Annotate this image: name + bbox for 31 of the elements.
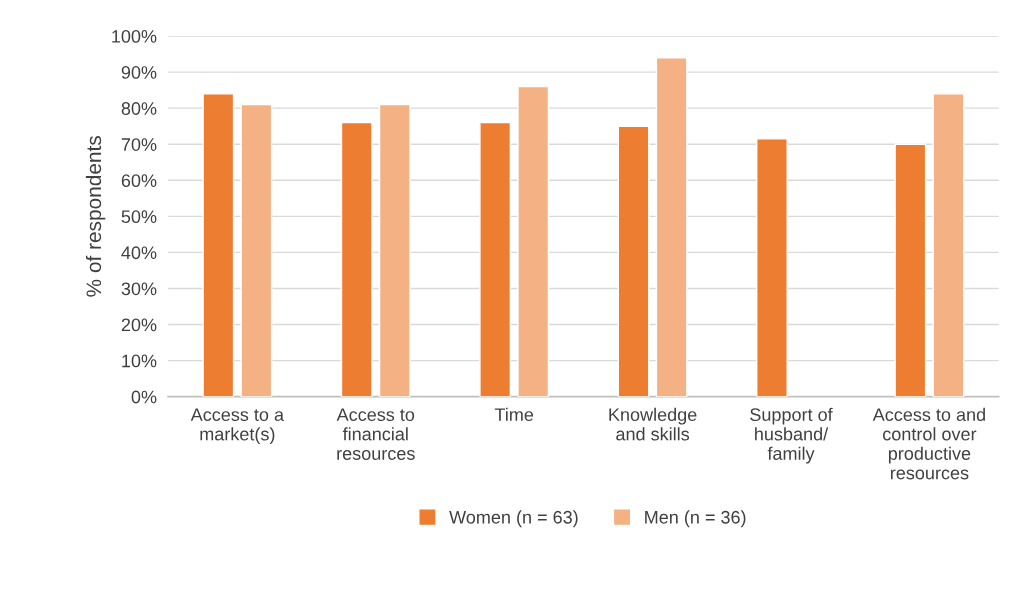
x-tick-label: Time xyxy=(494,407,534,422)
bar xyxy=(479,121,512,397)
bar xyxy=(240,103,273,397)
y-tick-label: 100% xyxy=(112,29,157,43)
bar xyxy=(756,138,788,397)
y-tick-label: 20% xyxy=(121,318,157,332)
y-tick-label: 10% xyxy=(122,354,157,368)
x-tick-label: Access to a market(s) xyxy=(190,408,285,445)
legend-label: Women (n = 63) xyxy=(449,510,578,528)
x-tick-label: Support of husband/ family xyxy=(750,407,833,464)
bar xyxy=(932,93,965,397)
y-tick-label: 0% xyxy=(131,390,157,404)
bar xyxy=(202,93,235,397)
bar xyxy=(655,57,688,397)
y-tick-label: 60% xyxy=(121,174,157,188)
bar xyxy=(340,121,373,397)
y-tick-label: 30% xyxy=(121,282,157,296)
y-tick-label: 40% xyxy=(121,246,157,260)
x-tick-label: Access to financial resources xyxy=(336,408,415,460)
x-tick-label: Access to and control over productive resources xyxy=(872,407,985,480)
bar xyxy=(378,103,411,397)
y-axis-title: % of respondents xyxy=(85,136,106,297)
bar xyxy=(894,143,927,397)
bar xyxy=(617,125,650,397)
y-tick-label: 80% xyxy=(121,102,157,115)
bar xyxy=(517,85,550,397)
legend-label: Men (n = 36) xyxy=(645,510,746,528)
y-tick-label: 70% xyxy=(121,138,157,151)
y-tick-label: 90% xyxy=(121,66,157,79)
y-tick-label: 50% xyxy=(121,210,157,224)
x-tick-label: Knowledge and skills xyxy=(609,407,697,441)
